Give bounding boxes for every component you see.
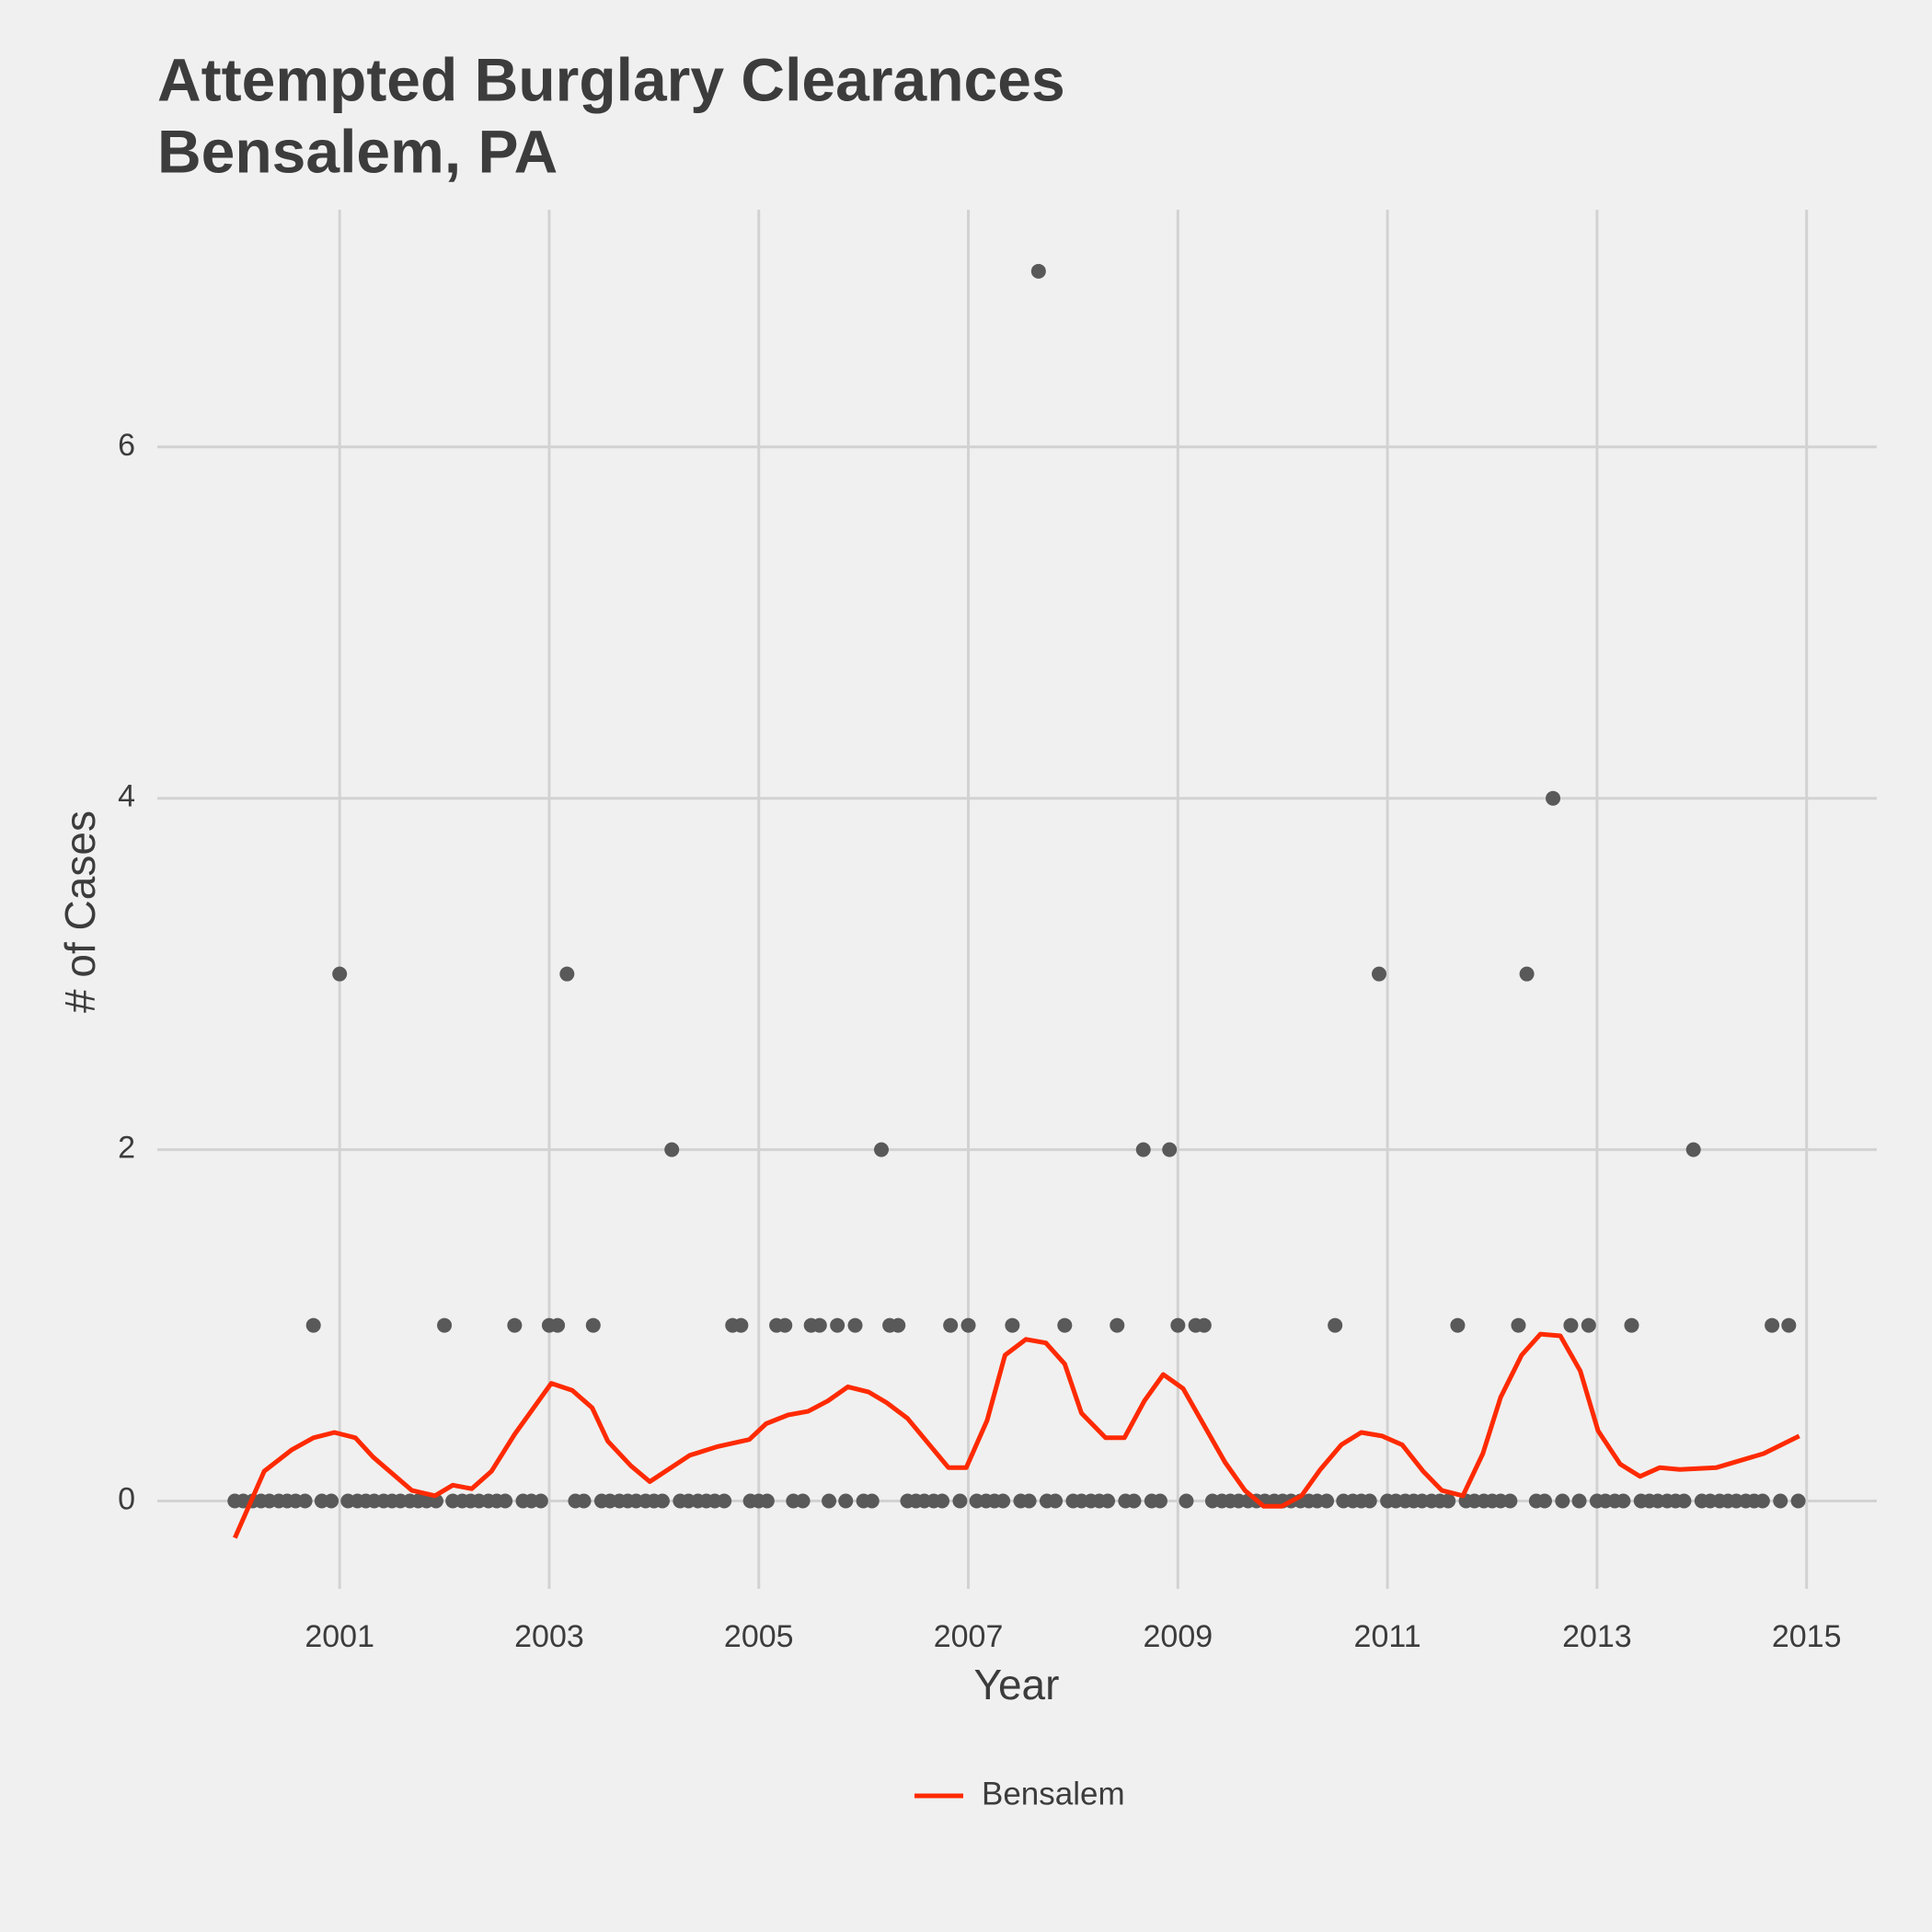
point: [995, 1493, 1011, 1509]
point: [822, 1493, 837, 1509]
x-tick-label: 2011: [1354, 1619, 1421, 1654]
x-tick-label: 2001: [305, 1619, 374, 1654]
point: [1773, 1493, 1788, 1509]
y-tick-label: 4: [118, 779, 135, 814]
point: [664, 1142, 680, 1157]
point: [1196, 1317, 1212, 1333]
point: [1030, 263, 1046, 279]
point: [1048, 1493, 1064, 1509]
point: [1328, 1317, 1343, 1333]
point: [1581, 1317, 1596, 1333]
point: [305, 1317, 321, 1333]
chart-subtitle: Bensalem, PA: [157, 117, 558, 185]
point: [777, 1317, 793, 1333]
x-tick-label: 2007: [934, 1619, 1004, 1654]
point: [550, 1317, 566, 1333]
point: [559, 966, 575, 982]
point: [1152, 1493, 1167, 1509]
point: [1685, 1142, 1701, 1157]
point: [1100, 1493, 1116, 1509]
point: [1162, 1142, 1178, 1157]
point: [1519, 966, 1535, 982]
point: [1179, 1493, 1194, 1509]
point: [1441, 1493, 1456, 1509]
point: [717, 1493, 732, 1509]
x-tick-label: 2009: [1144, 1619, 1213, 1654]
point: [1362, 1493, 1377, 1509]
point: [1546, 790, 1561, 806]
x-tick-label: 2005: [724, 1619, 794, 1654]
point: [952, 1493, 968, 1509]
y-tick-label: 0: [118, 1482, 135, 1517]
point: [795, 1493, 811, 1509]
point: [960, 1317, 976, 1333]
grid: 2001 2003 2005 2007 2009 2011 2013 2015 0 2 4 6: [118, 210, 1877, 1654]
point: [759, 1493, 775, 1509]
marks: [227, 263, 1806, 1539]
point: [874, 1142, 890, 1157]
point: [838, 1493, 854, 1509]
y-axis-title: # of Cases: [56, 811, 104, 1013]
point: [654, 1493, 670, 1509]
y-tick-label: 6: [118, 428, 135, 463]
legend-label: Bensalem: [982, 1776, 1125, 1811]
point: [1536, 1493, 1552, 1509]
point: [1502, 1493, 1518, 1509]
point: [297, 1493, 313, 1509]
point: [1616, 1493, 1631, 1509]
point: [576, 1493, 592, 1509]
point: [830, 1317, 845, 1333]
point: [811, 1317, 827, 1333]
point: [1170, 1317, 1186, 1333]
point: [1126, 1493, 1142, 1509]
point: [1781, 1317, 1797, 1333]
point: [1372, 966, 1387, 982]
point: [864, 1493, 880, 1509]
point: [1021, 1493, 1037, 1509]
point: [891, 1317, 906, 1333]
point: [332, 966, 348, 982]
point: [1110, 1317, 1125, 1333]
chart-title: Attempted Burglary Clearances: [157, 45, 1065, 113]
point: [1057, 1317, 1073, 1333]
x-tick-label: 2013: [1562, 1619, 1632, 1654]
point: [324, 1493, 339, 1509]
point: [1005, 1317, 1020, 1333]
point: [1555, 1493, 1570, 1509]
point: [1563, 1317, 1579, 1333]
legend: Bensalem: [914, 1776, 1125, 1811]
x-axis-title: Year: [974, 1661, 1060, 1708]
point: [1765, 1317, 1780, 1333]
point: [1790, 1493, 1806, 1509]
point: [1754, 1493, 1770, 1509]
point: [1511, 1317, 1526, 1333]
line: [233, 1331, 1800, 1539]
point: [498, 1493, 513, 1509]
point: [1319, 1493, 1335, 1509]
point: [437, 1317, 453, 1333]
point: [1571, 1493, 1587, 1509]
point: [507, 1317, 523, 1333]
point: [935, 1493, 950, 1509]
point: [943, 1317, 959, 1333]
point: [733, 1317, 749, 1333]
x-tick-label: 2003: [514, 1619, 584, 1654]
point: [1135, 1142, 1151, 1157]
point: [1450, 1317, 1466, 1333]
point: [1676, 1493, 1692, 1509]
point: [533, 1493, 548, 1509]
point: [585, 1317, 601, 1333]
x-tick-label: 2015: [1772, 1619, 1842, 1654]
point: [1624, 1317, 1639, 1333]
point: [847, 1317, 863, 1333]
y-tick-label: 2: [118, 1131, 135, 1166]
